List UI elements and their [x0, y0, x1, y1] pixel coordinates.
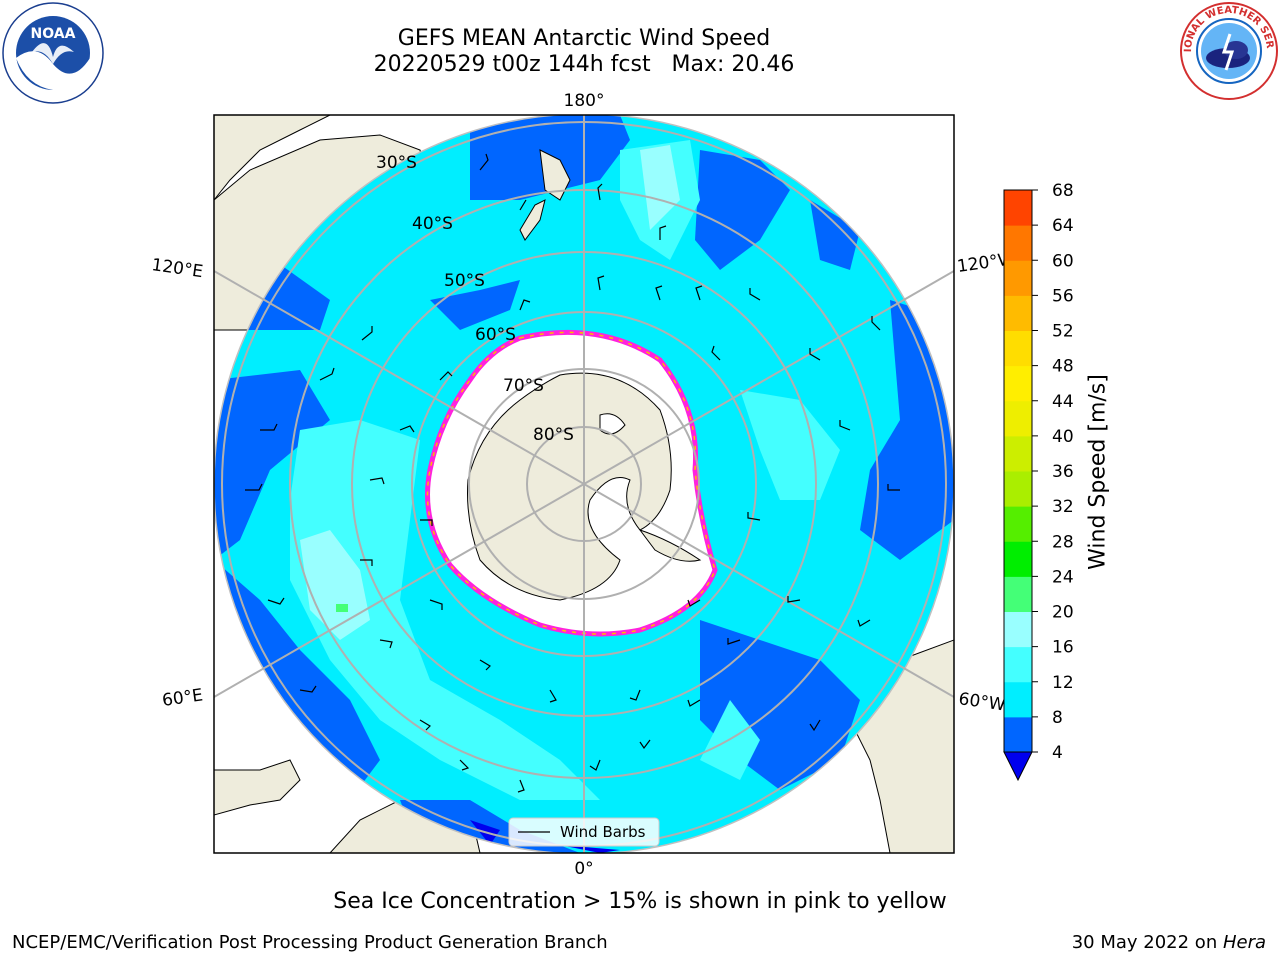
- svg-text:60°S: 60°S: [475, 325, 516, 345]
- colorbar-tick-label: 36: [1052, 462, 1074, 482]
- colorbar-segment: [1004, 471, 1032, 507]
- colorbar-segment: [1004, 435, 1032, 472]
- date-line: 30 May 2022 on Hera: [1072, 932, 1266, 953]
- national-weather-service-logo: NATIONAL WEATHER SERVICE: [1178, 0, 1278, 100]
- svg-text:70°S: 70°S: [503, 376, 544, 396]
- colorbar-segment: [1004, 716, 1032, 753]
- sea-ice-note: Sea Ice Concentration > 15% is shown in …: [333, 889, 947, 914]
- antarctica: [425, 329, 718, 637]
- chart-title: GEFS MEAN Antarctic Wind Speed: [397, 26, 771, 51]
- colorbar-tick-label: 60: [1052, 251, 1074, 271]
- colorbar-tick-label: 48: [1052, 357, 1074, 377]
- svg-text:120°E: 120°E: [150, 255, 204, 282]
- svg-text:40°S: 40°S: [412, 214, 453, 234]
- colorbar-segment: [1004, 365, 1032, 402]
- svg-text:180°: 180°: [564, 91, 605, 111]
- colorbar-tick-label: 28: [1052, 532, 1074, 552]
- colorbar-tick-label: 64: [1052, 216, 1074, 236]
- svg-text:30°S: 30°S: [376, 153, 417, 173]
- colorbar-tick-label: 44: [1052, 392, 1074, 412]
- colorbar-segment: [1004, 260, 1032, 296]
- colorbar-segment: [1004, 611, 1032, 648]
- colorbar-tick-label: 56: [1052, 286, 1074, 306]
- colorbar-segment: [1004, 295, 1032, 331]
- graticule: [214, 115, 954, 853]
- svg-text:60°E: 60°E: [161, 685, 204, 710]
- colorbar-tick-label: 40: [1052, 427, 1074, 447]
- latitude-labels: 30°S 40°S 50°S 60°S 70°S 80°S: [376, 153, 574, 445]
- colorbar-segment: [1004, 506, 1032, 542]
- colorbar-segment: [1004, 225, 1032, 261]
- colorbar-segment: [1004, 400, 1032, 437]
- colorbar-segment: [1004, 190, 1032, 226]
- svg-text:50°S: 50°S: [444, 271, 485, 291]
- colorbar-segment: [1004, 646, 1032, 683]
- credit-line: NCEP/EMC/Verification Post Processing Pr…: [12, 932, 608, 953]
- svg-text:NOAA: NOAA: [31, 26, 76, 42]
- colorbar-label: Wind Speed [m/s]: [1085, 374, 1111, 570]
- machine-name: Hera: [1222, 932, 1266, 953]
- svg-text:60°W: 60°W: [957, 689, 1006, 715]
- colorbar-tick-label: 24: [1052, 567, 1074, 587]
- chart-subtitle: 20220529 t00z 144h fcst Max: 20.46: [373, 52, 795, 77]
- noaa-logo: NOAA: [2, 2, 104, 104]
- date-text: 30 May 2022 on: [1071, 932, 1223, 953]
- map-legend: Wind Barbs: [508, 817, 660, 847]
- colorbar-tick-label: 8: [1052, 708, 1063, 728]
- new-zealand: [519, 149, 571, 241]
- colorbar-tick-label: 16: [1052, 638, 1074, 658]
- svg-text:80°S: 80°S: [533, 425, 574, 445]
- colorbar-tick-label: 68: [1052, 181, 1074, 201]
- colorbar-tick-label: 32: [1052, 497, 1074, 517]
- colorbar-tick-label: 4: [1052, 743, 1063, 763]
- legend-label: Wind Barbs: [560, 823, 646, 841]
- longitude-labels: 180° 0° 120°E 120°W 60°E 60°W: [150, 91, 1016, 879]
- colorbar-extend-triangle: [1003, 751, 1033, 782]
- colorbar-tick-label: 52: [1052, 322, 1074, 342]
- colorbar-tick-label: 20: [1052, 603, 1074, 623]
- svg-text:0°: 0°: [574, 859, 593, 879]
- wind-barbs: [245, 153, 900, 793]
- colorbar-segment: [1004, 576, 1032, 612]
- colorbar-segment: [1004, 681, 1032, 718]
- colorbar-segment: [1004, 541, 1032, 577]
- colorbar-tick-label: 12: [1052, 673, 1074, 693]
- colorbar-segment: [1004, 330, 1032, 367]
